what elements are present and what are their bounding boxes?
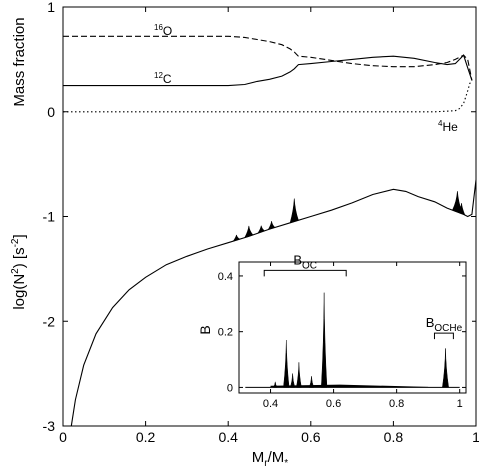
o16-base: O [163, 24, 172, 38]
main-x-tick-label: 0 [59, 429, 67, 445]
series-line-helium [63, 79, 473, 113]
series-line-logN2 [70, 179, 477, 427]
main-peak [457, 203, 466, 216]
inset-peak [308, 376, 315, 388]
main-series-group [63, 35, 477, 427]
bracket-b-oc [263, 269, 347, 277]
main-x-tick-label: 0.2 [136, 429, 156, 445]
main-y-tick-label: -1 [43, 209, 56, 225]
o16-sup: 16 [154, 23, 163, 32]
series-line-oxygen [63, 35, 473, 81]
label-b-oche: BOCHe [426, 315, 463, 334]
xlabel-tail: /M [268, 449, 285, 466]
ylabel-suffix: ] [11, 234, 28, 238]
inset-peak [296, 362, 302, 388]
inset-brackets [263, 269, 454, 340]
inset-x-ticks: 0.4 0.6 0.8 1 [263, 262, 463, 410]
inset-peak [290, 373, 296, 388]
annotation-helium-4: 4He [438, 119, 458, 134]
boche-sub: OCHe [434, 323, 462, 334]
c12-sup: 12 [154, 71, 163, 80]
xlabel-main: M [252, 449, 265, 466]
xlabel-star: * [284, 458, 288, 469]
x-axis-label: Mr/M* [252, 449, 289, 469]
main-x-ticks: 0 0.2 0.4 0.6 0.8 1 [59, 7, 479, 445]
main-peak [289, 198, 299, 224]
xlabel-sub: r [264, 458, 268, 469]
main-peak [257, 225, 266, 234]
inset-y-ticks: 0 0.2 0.4 [218, 271, 466, 394]
inset-peak [283, 340, 290, 388]
inset-y-tick-label: 0 [227, 382, 233, 394]
boc-base: B [293, 252, 302, 267]
main-x-tick-label: 0.8 [384, 429, 404, 445]
boche-base: B [426, 315, 435, 330]
he4-sup: 4 [438, 119, 443, 128]
series-line-carbon [63, 54, 473, 87]
main-peak [244, 225, 254, 239]
inset-y-tick-label: 0.4 [218, 271, 233, 283]
ylabel-sup: 2 [10, 268, 21, 274]
inset-x-tick-label: 0.6 [326, 398, 341, 410]
y-axis-label-logN2: log(N2) [s-2] [10, 234, 28, 309]
main-y-tick-label: -3 [43, 418, 56, 434]
ylabel-mid: ) [s [11, 247, 28, 268]
inset-peak [272, 381, 278, 388]
boc-sub: OC [302, 260, 317, 271]
inset-x-tick-label: 1 [457, 398, 463, 410]
ylabel-sup2: -2 [10, 238, 21, 247]
inset-peak [321, 292, 328, 388]
c12-base: C [163, 72, 172, 86]
main-y-ticks: -3 -2 -1 0 1 [43, 0, 476, 434]
annotation-carbon-12: 12C [154, 71, 172, 86]
y-axis-label-mass-fraction: Mass fraction [11, 17, 28, 106]
he4-base: He [442, 120, 458, 134]
inset-x-tick-label: 0.4 [263, 398, 278, 410]
main-y-tick-label: 0 [47, 104, 55, 120]
inset-x-tick-label: 0.8 [389, 398, 404, 410]
label-b-oc: BOC [293, 252, 317, 271]
main-x-tick-label: 0.4 [218, 429, 238, 445]
inset-background [228, 258, 472, 420]
inset-peak [442, 348, 449, 388]
inset-y-tick-label: 0.2 [218, 327, 233, 339]
main-x-tick-label: 0.6 [301, 429, 321, 445]
bracket-b-oche [433, 332, 454, 340]
main-y-tick-label: 1 [47, 0, 55, 15]
inset-peaks-group [245, 292, 460, 388]
inset-plot-frame [238, 261, 467, 394]
main-peak [232, 234, 241, 242]
ylabel-prefix: log(N [11, 274, 28, 310]
main-peaks-group [232, 191, 466, 242]
main-y-tick-label: -2 [43, 313, 56, 329]
main-x-tick-label: 1 [472, 429, 479, 445]
inset-y-axis-label: B [197, 325, 213, 334]
main-peak [267, 221, 276, 231]
annotation-oxygen-16: 16O [154, 23, 172, 38]
